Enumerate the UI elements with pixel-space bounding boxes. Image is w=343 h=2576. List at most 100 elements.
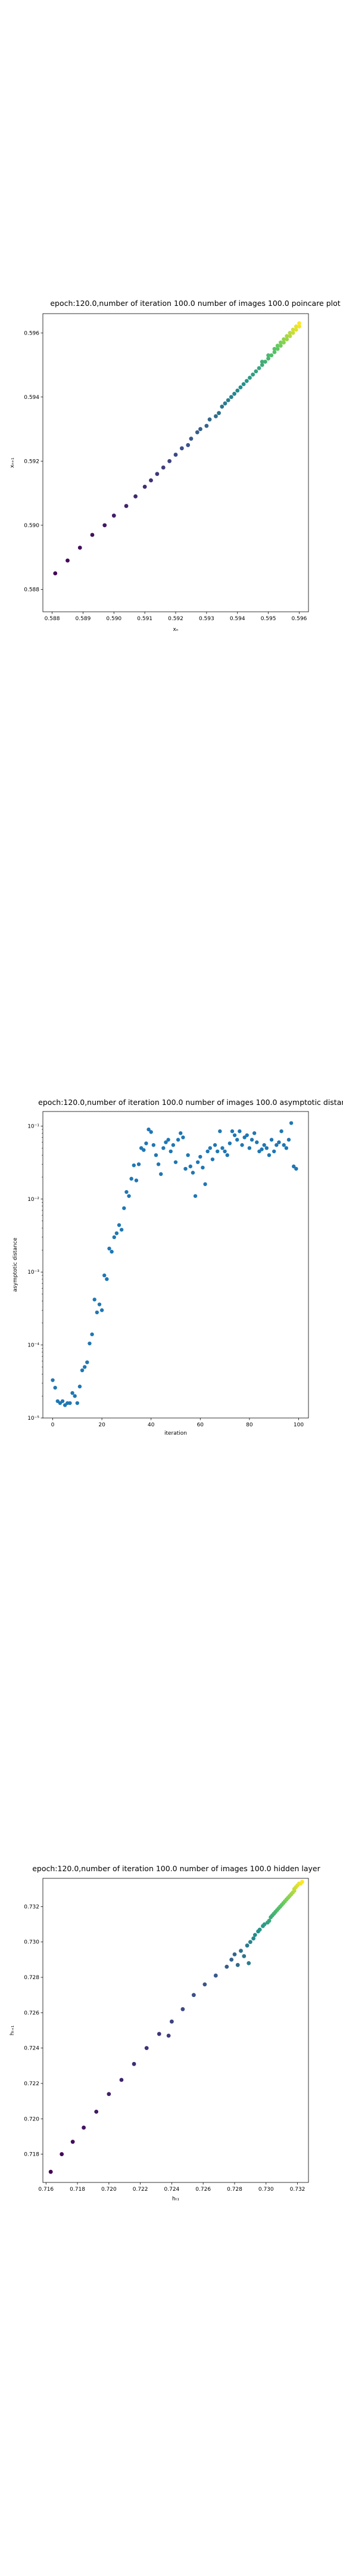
data-point: [294, 327, 298, 332]
x-tick-label: 0.720: [101, 2187, 117, 2193]
data-point: [229, 1957, 234, 1962]
data-point: [266, 353, 270, 358]
data-point: [111, 513, 116, 518]
x-tick-label: 0.588: [45, 616, 60, 622]
data-point: [245, 1133, 249, 1137]
x-axis-label: iteration: [164, 1431, 187, 1436]
data-point: [247, 1961, 251, 1965]
y-axis-label: hₜ₊₁: [10, 2025, 15, 2035]
data-point: [282, 1143, 286, 1147]
data-point: [77, 546, 82, 550]
data-point: [205, 1149, 210, 1154]
y-tick-label: 0.728: [24, 1975, 39, 1981]
data-point: [95, 1310, 99, 1315]
data-point: [291, 330, 295, 335]
data-point: [60, 1399, 65, 1403]
x-axis-ticks: 0 20 40 60 80 100: [51, 1418, 304, 1428]
data-point: [217, 411, 222, 416]
data-point: [229, 395, 233, 400]
data-point: [75, 1401, 80, 1405]
asymptotic-distance-plot: epoch:120.0,number of iteration 100.0 nu…: [13, 1098, 343, 1436]
data-point: [208, 1146, 213, 1150]
data-point: [218, 1129, 222, 1134]
data-point: [66, 558, 70, 563]
data-point: [73, 1394, 77, 1398]
data-point: [97, 1302, 102, 1306]
data-point: [48, 2169, 53, 2174]
x-axis-label: hₜ₁: [172, 2196, 179, 2202]
data-point: [227, 1141, 232, 1145]
data-point: [240, 1143, 244, 1147]
x-axis-ticks: 0.716 0.718 0.720 0.722 0.724 0.726 0.728 0.730…: [38, 2182, 305, 2193]
data-point: [260, 360, 264, 364]
data-point: [195, 1160, 200, 1165]
y-tick-label: 0.592: [24, 459, 39, 465]
data-point: [251, 1936, 256, 1941]
data-point: [189, 436, 194, 441]
data-point: [241, 382, 246, 386]
data-point: [102, 1273, 107, 1278]
data-point: [117, 1223, 121, 1227]
chart-title: epoch:120.0,number of iteration 100.0 nu…: [32, 1864, 320, 1873]
data-point: [294, 324, 298, 329]
data-point: [262, 1143, 266, 1147]
data-point: [132, 1163, 136, 1168]
data-point: [238, 385, 243, 390]
data-point: [144, 1141, 148, 1145]
x-axis-ticks: 0.588 0.589 0.590 0.591 0.592 0.593 0.594 0.595…: [45, 612, 307, 622]
data-point: [51, 1378, 55, 1382]
data-point: [188, 1164, 192, 1169]
data-point: [232, 1133, 237, 1137]
data-point: [226, 398, 230, 402]
data-point: [269, 1138, 274, 1142]
data-point: [127, 1194, 131, 1198]
data-point: [173, 453, 178, 457]
x-tick-label: 0.591: [137, 616, 152, 622]
data-point: [248, 1940, 252, 1945]
data-point: [82, 2125, 86, 2130]
data-point: [90, 532, 95, 537]
data-point: [167, 459, 172, 463]
data-point: [149, 478, 153, 482]
x-tick-label: 0.726: [195, 2187, 211, 2193]
data-point: [176, 1138, 180, 1142]
y-tick-label: 0.594: [24, 395, 39, 401]
data-point: [267, 1153, 272, 1157]
data-point: [300, 1880, 304, 1884]
data-point: [264, 1146, 269, 1150]
y-tick-label: 10⁻³: [27, 1270, 39, 1275]
data-point: [291, 327, 295, 332]
chart-title: epoch:120.0,number of iteration 100.0 nu…: [50, 299, 340, 308]
data-point: [247, 1146, 252, 1150]
data-point: [198, 427, 202, 431]
data-point: [242, 1135, 247, 1140]
data-point: [70, 1391, 74, 1395]
data-point: [297, 324, 301, 329]
x-tick-label: 0.728: [227, 2187, 242, 2193]
data-point: [173, 1160, 178, 1165]
data-point: [181, 1135, 185, 1140]
data-point: [272, 1149, 276, 1154]
data-point: [68, 1401, 72, 1405]
data-point: [107, 2092, 111, 2097]
data-point: [282, 340, 286, 345]
data-point: [83, 1365, 87, 1369]
x-tick-label: 0.724: [164, 2187, 180, 2193]
data-point: [85, 1360, 89, 1364]
data-point: [122, 1206, 126, 1210]
data-point: [238, 1129, 242, 1134]
data-point: [201, 1165, 205, 1170]
data-point: [161, 1146, 166, 1150]
data-point: [88, 1341, 92, 1346]
data-point: [170, 2019, 174, 2024]
x-tick-label: 60: [197, 1422, 204, 1428]
x-axis-label: xₙ: [173, 627, 179, 633]
x-tick-label: 0.592: [168, 616, 183, 622]
hidden-layer-plot: epoch:120.0,number of iteration 100.0 nu…: [10, 1864, 321, 2202]
data-point: [53, 1386, 57, 1390]
data-point: [124, 504, 129, 508]
data-point: [235, 388, 240, 393]
x-tick-label: 0.590: [106, 616, 121, 622]
data-point: [257, 1927, 262, 1932]
data-point: [210, 1157, 215, 1162]
